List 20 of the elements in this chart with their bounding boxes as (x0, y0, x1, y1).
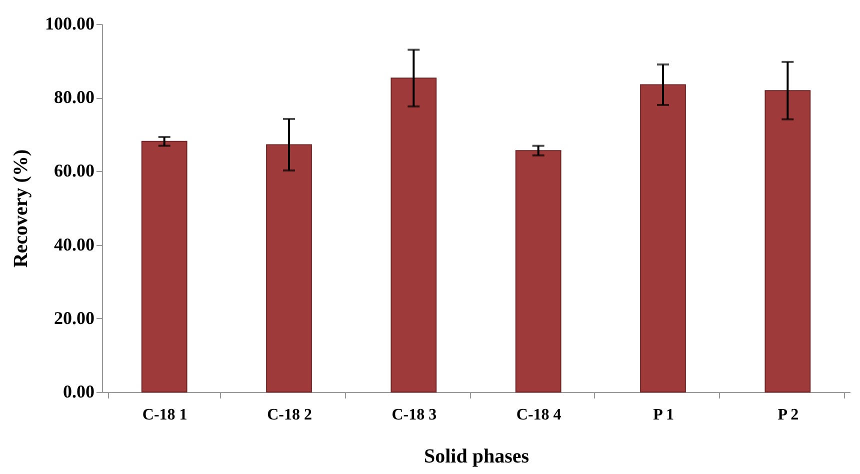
bar (764, 90, 811, 392)
y-tick-label: 40.00 (54, 234, 94, 254)
x-tick-label: C-18 2 (267, 406, 312, 424)
bar (141, 140, 188, 392)
y-tick-label: 20.00 (54, 308, 94, 328)
y-tick-label: 80.00 (54, 87, 94, 108)
x-tick-label: C-18 4 (516, 406, 562, 424)
x-tick-label: P 1 (653, 406, 674, 424)
bar (266, 144, 312, 392)
x-tick-label: C-18 3 (392, 406, 437, 424)
x-tick-label: P 2 (778, 406, 799, 424)
y-tick-label: 100.00 (45, 14, 94, 34)
y-tick-label: 0.00 (63, 382, 94, 402)
bar (515, 150, 562, 392)
x-axis-title: Solid phases (424, 446, 530, 468)
y-axis-title: Recovery (%) (10, 149, 32, 268)
bar (390, 78, 437, 392)
x-tick-label: C-18 1 (142, 406, 188, 424)
bar (640, 84, 686, 392)
y-tick-label: 60.00 (54, 160, 94, 181)
